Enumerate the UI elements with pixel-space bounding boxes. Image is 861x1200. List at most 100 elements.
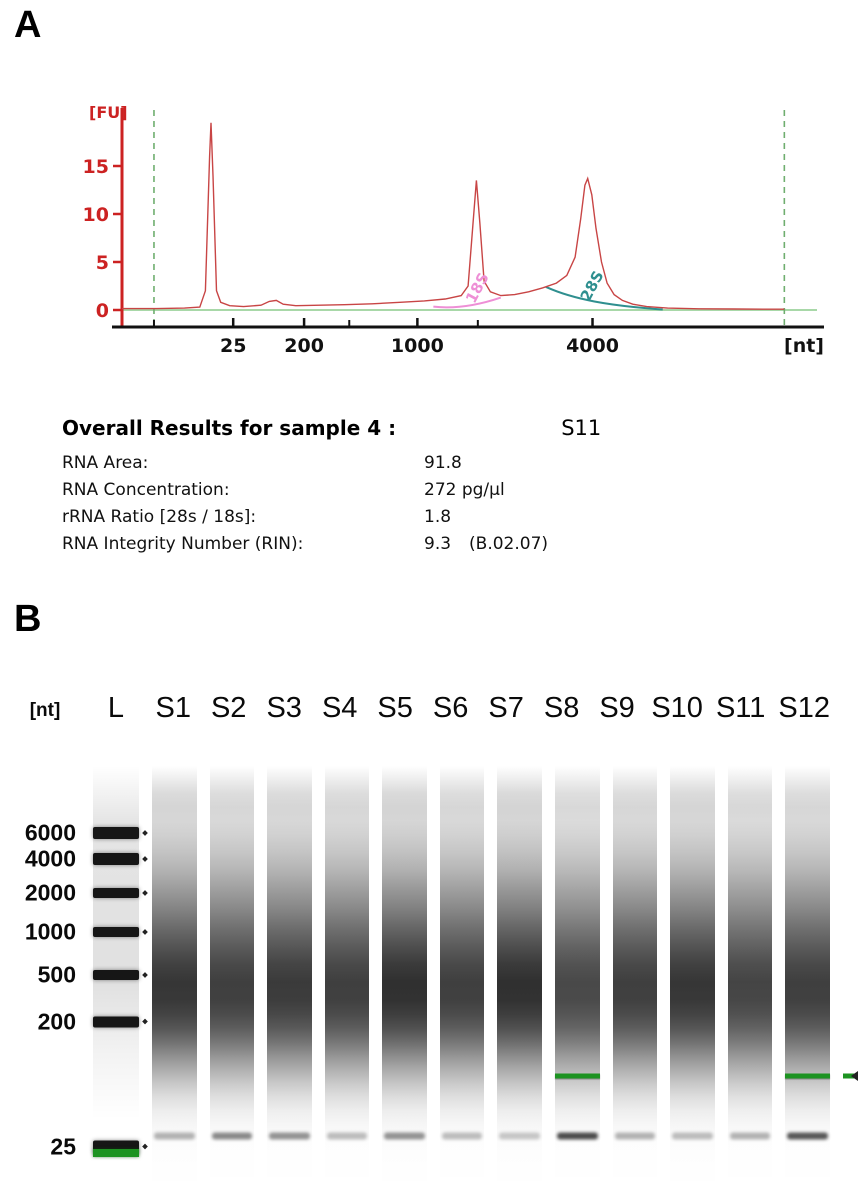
gel-lane-s6 [439, 729, 485, 1189]
result-value-cell: 272 pg/µl [424, 477, 822, 504]
lower-marker-band [672, 1132, 713, 1140]
gel-lane-labels: [nt] L S1 S2 S3 S4 S5 S6 S7 S8 S9 S10 S11 S12 [10, 675, 855, 729]
band-alignment-dot [142, 890, 148, 897]
x-axis-unit: [nt] [784, 335, 824, 357]
result-value: 1.8 [424, 507, 452, 527]
gel-lanes: 6000 4000 2000 1000 500 200 25 [10, 729, 858, 1189]
lower-marker-band [499, 1132, 541, 1140]
gel-unit-label: [nt] [29, 700, 61, 721]
result-note: (B.02.07) [469, 534, 549, 554]
gel-lane-s9 [612, 729, 658, 1189]
gel-lane-s8 [555, 729, 600, 1189]
result-label: rRNA Ratio [28s / 18s]: [62, 507, 257, 527]
teal-region-curve [545, 286, 663, 311]
band-alignment-dot [142, 1018, 148, 1025]
gel-lane-s11 [727, 729, 773, 1189]
peak-label: 28S [577, 268, 608, 304]
results-header: Overall Results for sample 4 : S11 [62, 416, 822, 440]
ladder-band [93, 888, 148, 899]
lane-label: S10 [651, 692, 703, 724]
gel-lane-s4 [324, 729, 370, 1189]
lower-marker-band [729, 1132, 771, 1140]
ladder-band [93, 927, 148, 938]
results-title: Overall Results for sample 4 : [62, 416, 397, 440]
lane-label: S7 [488, 692, 524, 724]
lane-label: S11 [715, 692, 766, 724]
lower-marker-band [787, 1132, 828, 1140]
gel-size-label: 1000 [24, 918, 76, 945]
lane-label: S2 [210, 692, 247, 724]
result-value-cell: 9.3 (B.02.07) [424, 531, 822, 558]
lane-label: S3 [266, 692, 302, 724]
lower-marker-band [557, 1132, 598, 1140]
gel-lane-s3 [267, 729, 312, 1189]
electropherogram-trace [122, 122, 785, 310]
result-row: RNA Area: 91.8 [62, 450, 822, 477]
electropherogram-panel: 0 5 10 15 [FU] 25 200 1000 4000 [nt] 18S 28S [83, 92, 832, 364]
pink-region-curve [433, 296, 502, 309]
gel-size-label: 200 [37, 1008, 76, 1035]
band-alignment-dot [142, 1143, 148, 1150]
lane-label: S4 [321, 692, 358, 724]
result-row: rRNA Ratio [28s / 18s]: 1.8 [62, 504, 822, 531]
y-tick-label: 0 [96, 300, 109, 322]
gel-lane-s1 [152, 729, 197, 1189]
result-label: RNA Concentration: [62, 480, 230, 500]
x-tick-label: 1000 [391, 335, 444, 357]
ladder-band [93, 969, 148, 980]
result-value: 91.8 [424, 453, 462, 473]
gel-lane-s10 [670, 729, 715, 1189]
gel-lane-s5 [382, 729, 427, 1189]
result-value-cell: 91.8 [424, 450, 822, 477]
ladder-band [93, 826, 148, 839]
result-label: RNA Area: [62, 453, 149, 473]
lane-label: S6 [432, 692, 469, 724]
result-label: RNA Integrity Number (RIN): [62, 534, 304, 554]
band-alignment-dot [142, 829, 148, 836]
gel-size-label: 500 [37, 961, 76, 988]
lower-marker-band [326, 1132, 368, 1140]
lane-label: S9 [599, 692, 635, 724]
lane-label: S12 [778, 692, 830, 724]
panel-b-label: B [14, 598, 42, 640]
ladder-lower-marker-band [93, 1149, 139, 1158]
ladder-band [93, 1016, 148, 1028]
edge-green-mark [842, 1073, 855, 1079]
band-alignment-dot [142, 856, 148, 863]
results-rows: RNA Area: 91.8 RNA Concentration: 272 pg/µl… [62, 450, 822, 558]
gel-edge-marks [842, 729, 858, 1189]
band-alignment-dot [142, 929, 148, 936]
lower-marker-band [211, 1132, 253, 1140]
gel-lane-s12 [785, 729, 830, 1189]
gel-size-label: 6000 [24, 819, 76, 845]
green-threshold-line [555, 1073, 600, 1079]
panel-a-label: A [14, 4, 42, 46]
edge-arrow-icon [850, 1071, 858, 1082]
lower-marker-band [384, 1132, 425, 1140]
ladder-lane [93, 729, 148, 1189]
x-tick-label: 200 [284, 335, 324, 357]
y-tick-label: 5 [96, 252, 109, 274]
result-value-cell: 1.8 [424, 504, 822, 531]
gel-size-label: 4000 [24, 845, 76, 872]
result-row: RNA Integrity Number (RIN): 9.3 (B.02.07) [62, 531, 822, 558]
lane-label: S8 [543, 692, 580, 724]
result-value: 9.3 [424, 534, 452, 554]
y-axis-unit: [FU] [89, 103, 128, 122]
ladder-band [93, 853, 148, 866]
gel-size-markers: 6000 4000 2000 1000 500 200 25 [10, 729, 80, 1189]
lane-label: S5 [377, 692, 413, 724]
lower-marker-band [614, 1132, 656, 1140]
band-alignment-dot [142, 971, 148, 978]
gel-image-panel: [nt] L S1 S2 S3 S4 S5 S6 S7 S8 S9 S10 S11 S12 6000 400… [10, 675, 858, 1189]
lower-marker-band [441, 1132, 483, 1140]
results-sample-name: S11 [561, 416, 602, 440]
ladder-lane-label: L [107, 692, 125, 724]
gel-lane-s7 [497, 729, 543, 1189]
gel-lane-s2 [209, 729, 255, 1189]
lane-label: S1 [155, 692, 191, 724]
result-row: RNA Concentration: 272 pg/µl [62, 477, 822, 504]
x-tick-label: 4000 [566, 335, 619, 357]
